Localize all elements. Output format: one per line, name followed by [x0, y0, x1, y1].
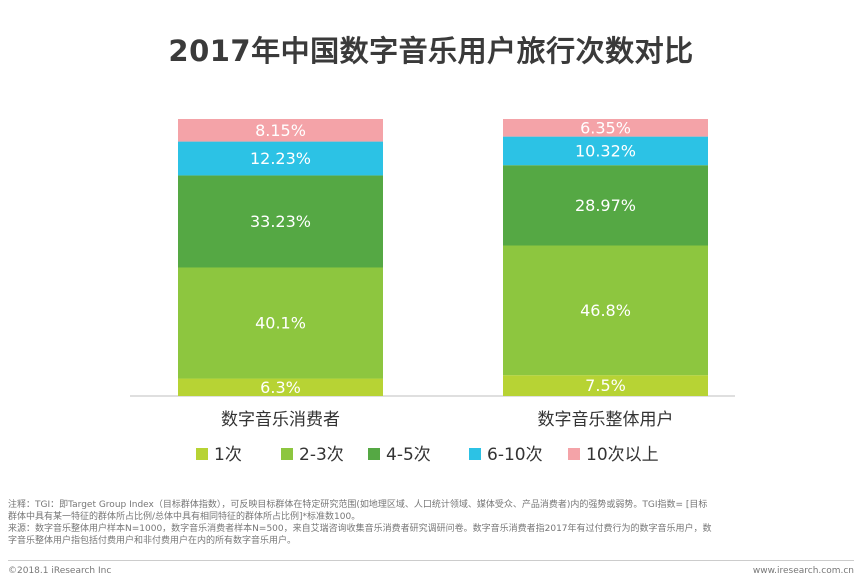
- category-label: 数字音乐消费者: [221, 410, 340, 430]
- data-label: 7.5%: [585, 376, 626, 395]
- note-line: 来源：数字音乐整体用户样本N=1000，数字音乐消费者样本N=500，来自艾瑞咨…: [8, 524, 712, 534]
- copyright-text: ©2018.1 iResearch Inc: [8, 566, 112, 576]
- chart-title: 2017年中国数字音乐用户旅行次数对比: [168, 34, 694, 68]
- bar-segment: [178, 378, 383, 396]
- category-label: 数字音乐整体用户: [538, 410, 674, 430]
- legend-label: 6-10次: [487, 445, 543, 465]
- data-label: 28.97%: [575, 196, 636, 215]
- bar-segment: [178, 175, 383, 268]
- legend-swatch: [196, 448, 208, 460]
- note-line: 字音乐整体用户指包括付费用户和非付费用户在内的所有数字音乐用户。: [8, 536, 297, 546]
- bar-segment: [503, 245, 708, 376]
- bar-segment: [503, 375, 708, 396]
- data-label: 46.8%: [580, 301, 631, 320]
- legend-label: 10次以上: [586, 445, 659, 465]
- legend-swatch: [368, 448, 380, 460]
- legend: 1次 2-3次 4-5次 6-10次 10次以上: [196, 445, 659, 465]
- legend-label: 2-3次: [299, 445, 344, 465]
- bar-segment: [178, 267, 383, 379]
- website-text: www.iresearch.com.cn: [752, 566, 854, 576]
- bar-segment: [503, 136, 708, 166]
- legend-swatch: [469, 448, 481, 460]
- note-line: 注释：TGI：即Target Group Index（目标群体指数），可反映目标…: [8, 500, 708, 510]
- stacked-bar-chart: 6.3% 40.1% 33.23% 12.23% 8.15% 7.5% 46.8% 28.97…: [130, 118, 735, 465]
- bar-segment: [503, 119, 708, 137]
- data-label: 6.35%: [580, 118, 631, 137]
- footnotes: 注释：TGI：即Target Group Index（目标群体指数），可反映目标…: [8, 499, 854, 547]
- note-line: 群体中具有某一特征的群体所占比例/总体中具有相同特征的群体所占比例]*标准数10…: [8, 512, 361, 522]
- legend-label: 4-5次: [386, 445, 431, 465]
- footer-divider: [8, 560, 854, 561]
- data-label: 6.3%: [260, 378, 301, 397]
- data-label: 40.1%: [255, 314, 306, 333]
- bar-group: 6.3% 40.1% 33.23% 12.23% 8.15% 7.5% 46.8% 28.97…: [178, 118, 708, 397]
- legend-swatch: [281, 448, 293, 460]
- bar-segment: [503, 165, 708, 246]
- data-label: 10.32%: [575, 141, 636, 160]
- category-labels: 数字音乐消费者 数字音乐整体用户: [221, 410, 674, 430]
- bar-segment: [178, 141, 383, 176]
- data-label: 33.23%: [250, 212, 311, 231]
- bar-segment: [178, 119, 383, 142]
- legend-label: 1次: [214, 445, 242, 465]
- legend-swatch: [568, 448, 580, 460]
- data-label: 8.15%: [255, 121, 306, 140]
- data-label: 12.23%: [250, 149, 311, 168]
